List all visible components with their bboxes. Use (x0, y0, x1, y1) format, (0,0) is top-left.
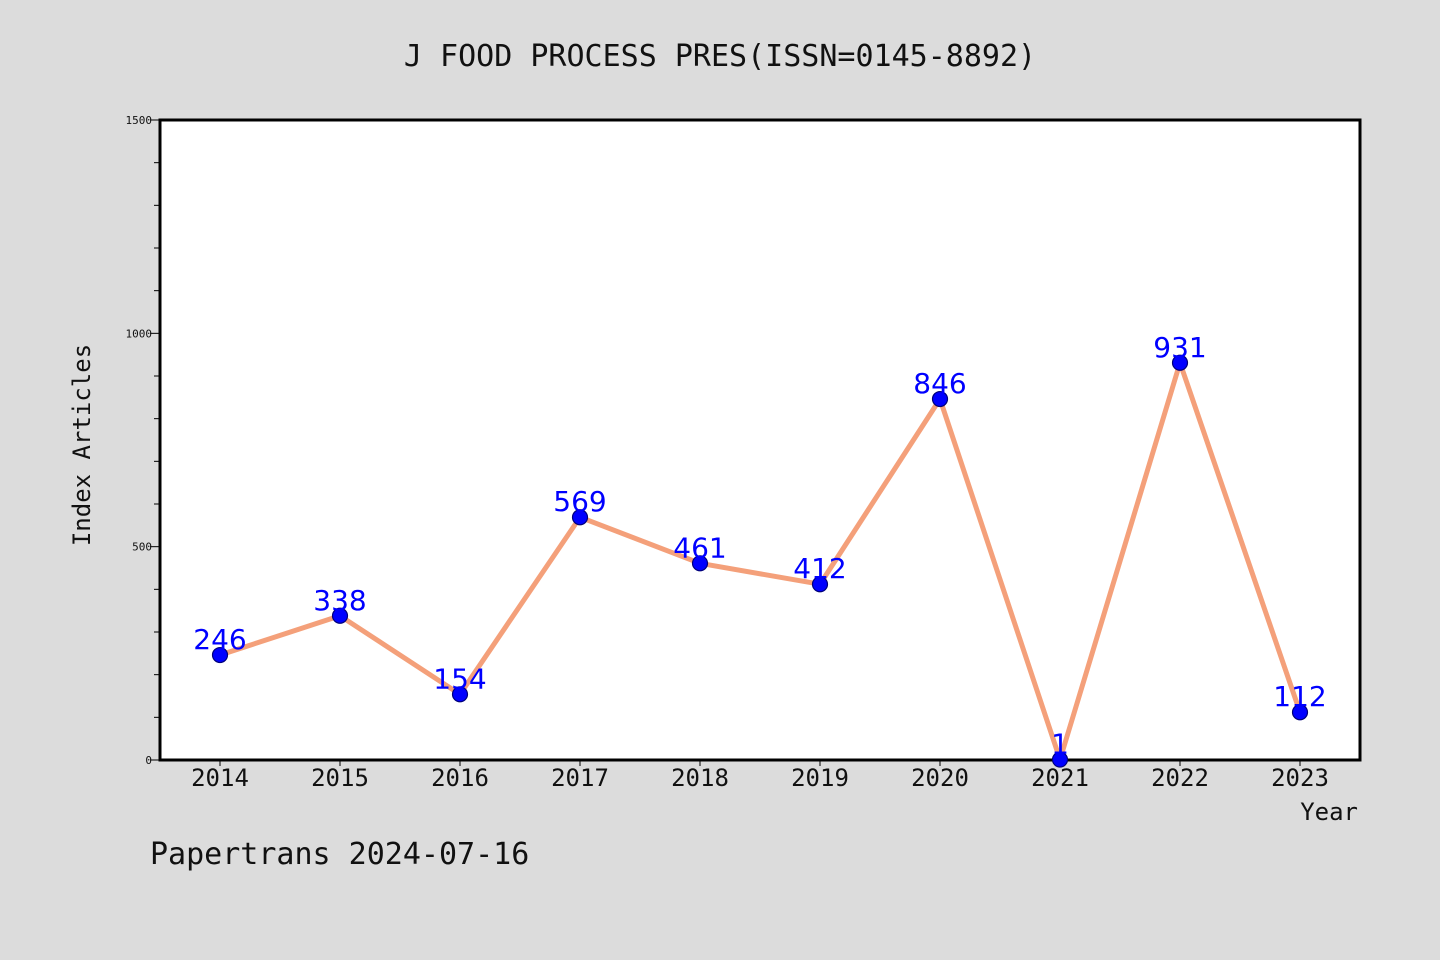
y-tick-label: 1500 (126, 114, 153, 127)
x-tick-label: 2020 (911, 764, 969, 792)
data-label: 569 (553, 485, 606, 518)
data-point (691, 555, 709, 572)
data-point (811, 576, 829, 593)
data-point (211, 646, 229, 664)
x-tick-label: 2021 (1031, 764, 1089, 792)
data-label: 846 (913, 367, 966, 400)
y-tick-label: 1000 (126, 327, 153, 340)
y-tick-label: 500 (132, 541, 152, 554)
series-line (219, 360, 1303, 763)
data-label: 154 (433, 662, 486, 695)
x-axis-label: Year (1300, 798, 1358, 826)
data-label: 461 (673, 531, 726, 564)
data-label: 112 (1273, 680, 1326, 713)
chart-title: J FOOD PROCESS PRES(ISSN=0145-8892) (404, 39, 1036, 74)
x-tick-label: 2016 (431, 764, 489, 792)
data-label: 931 (1153, 331, 1206, 364)
x-tick-label: 2017 (551, 764, 609, 792)
y-tick-label: 0 (145, 754, 152, 767)
x-axis: 2014 2015 2016 2017 2018 2019 2020 2021 2022 2023 (191, 760, 1329, 792)
data-label: 412 (793, 552, 846, 585)
plot-area (158, 118, 1362, 762)
x-tick-label: 2019 (791, 764, 849, 792)
data-point (451, 686, 469, 703)
data-label: 338 (313, 584, 366, 617)
y-axis: 0 500 1000 1500 (126, 114, 160, 767)
data-label: 1 (1051, 728, 1069, 761)
x-tick-label: 2022 (1151, 764, 1209, 792)
data-point (331, 607, 349, 624)
x-tick-label: 2014 (191, 764, 249, 792)
x-tick-label: 2023 (1271, 764, 1329, 792)
data-point (1051, 751, 1069, 768)
series-layer: 246 338 154 569 461 412 846 1 931 112 (193, 331, 1327, 768)
data-label: 246 (193, 623, 246, 656)
y-axis-label: Index Articles (68, 344, 96, 546)
data-point (571, 509, 589, 526)
data-point (1291, 704, 1309, 721)
footer-credit: Papertrans 2024-07-16 (150, 837, 529, 872)
x-tick-label: 2018 (671, 764, 729, 792)
data-point (931, 390, 949, 408)
x-tick-label: 2015 (311, 764, 369, 792)
data-point (1171, 354, 1189, 371)
